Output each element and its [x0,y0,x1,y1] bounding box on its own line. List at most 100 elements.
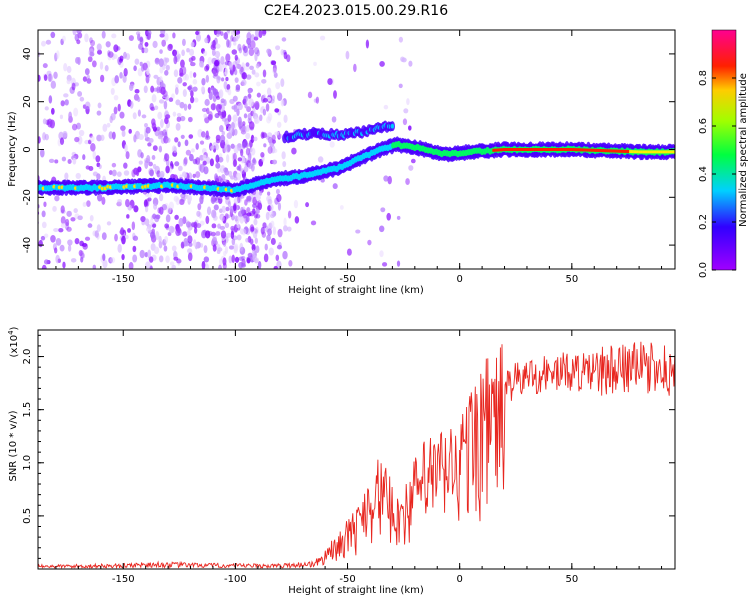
noise-dot [254,258,259,264]
noise-dot [355,229,361,234]
noise-dot [267,198,273,205]
noise-dot [191,55,196,61]
noise-dot [214,196,219,204]
trace-peak [521,148,524,151]
noise-dot [313,61,317,66]
noise-dot [408,125,412,131]
noise-dot [272,226,277,235]
noise-dot [65,218,70,227]
noise-dot [249,139,253,148]
noise-dot [54,247,58,254]
noise-dot [96,134,102,142]
noise-dot [216,75,221,84]
trace-peak [533,148,536,151]
noise-dot [254,72,260,78]
noise-dot [281,37,287,42]
trace-peak [616,149,619,153]
trace-peak [524,148,528,151]
noise-dot [212,215,218,221]
heatmap-ylabel: Frequency (Hz) [7,111,18,187]
noise-dot [271,159,278,165]
noise-dot [398,83,403,89]
noise-dot [227,30,231,35]
noise-dot [50,234,56,243]
noise-dot [56,50,60,59]
noise-dot [242,142,246,149]
snr-xtick-label: 50 [565,574,578,585]
noise-dot [236,234,242,241]
snr-multiplier: (x104) [7,326,20,357]
noise-dot [182,158,188,167]
noise-dot [43,74,48,81]
noise-dot [257,260,262,269]
noise-dot [42,118,47,125]
noise-dot [408,60,413,67]
noise-dot [365,39,370,49]
noise-dot [51,107,55,115]
noise-dot [345,50,350,60]
trace-peak [560,148,563,151]
noise-dot [205,230,211,239]
heatmap-ytick-label: 40 [22,48,33,61]
trace-peak [587,148,590,152]
noise-dot [219,225,226,230]
noise-dot [182,231,188,237]
noise-dot [85,165,90,170]
noise-dot [261,78,267,84]
noise-dot [47,73,53,82]
noise-dot [59,114,64,120]
noise-dot [346,248,352,256]
heatmap-xtick-label: 50 [565,274,578,285]
snr-ytick-label: 0.5 [22,508,33,524]
noise-dot [277,202,282,211]
noise-dot [88,48,95,57]
noise-dot [271,95,276,101]
noise-dot [226,30,231,33]
noise-dot [114,233,118,242]
snr-xtick-label: -50 [339,574,355,585]
trace-peak [506,148,510,151]
noise-dot [250,40,256,49]
noise-dot [72,30,77,36]
trace-peak [519,148,522,151]
noise-dot [283,51,288,60]
noise-dot [273,265,278,269]
noise-dot [86,74,90,80]
noise-dot [165,64,170,71]
noise-dot [190,222,196,228]
noise-dot [209,158,214,167]
noise-dot [241,228,247,236]
noise-dot [229,64,234,71]
noise-dot [199,140,205,145]
noise-dot [172,49,178,57]
noise-dot [195,143,199,150]
noise-dot [156,170,161,178]
noise-dot [383,104,389,110]
trace-peak [517,148,520,151]
noise-dot [252,196,257,205]
noise-dot [177,141,181,148]
noise-dot [220,230,227,239]
trace-peak [621,149,624,153]
noise-dot [261,132,268,139]
trace-peak [671,150,675,154]
noise-dot [211,209,217,219]
noise-dot [145,126,151,134]
trace-peak [589,148,592,152]
snr-series-line [38,341,675,569]
trace-peak [582,148,585,152]
noise-dot [152,40,158,49]
noise-dot [408,165,414,171]
noise-dot [262,108,267,116]
noise-dot [44,133,49,141]
snr-frame [37,329,676,570]
noise-dot [227,114,232,123]
noise-dot [87,56,93,63]
noise-dot [182,66,187,75]
trace-peak [665,150,668,154]
noise-dot [215,143,219,151]
noise-dot [50,80,57,89]
noise-dot [74,82,79,87]
noise-dot [144,123,148,128]
noise-dot [193,97,199,103]
